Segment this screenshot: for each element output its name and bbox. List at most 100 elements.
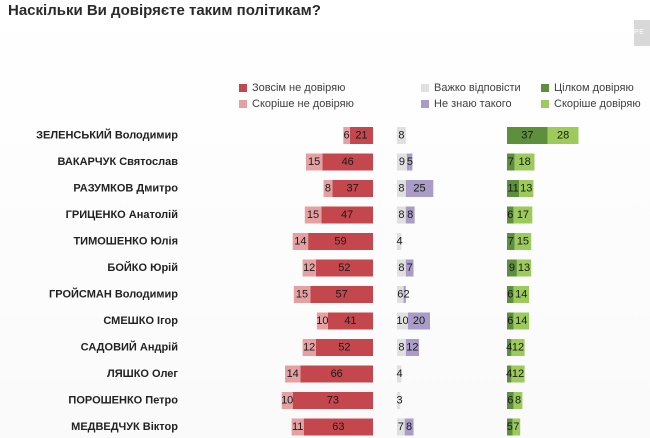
data-label-trust-rather: 13 (518, 262, 530, 274)
bar-distrust-rather (302, 339, 316, 356)
bar-trust-rather (513, 206, 533, 224)
data-label-distrust-full: 21 (355, 130, 367, 142)
data-label-hard-to-say: 8 (398, 130, 404, 142)
data-label-unknown: 25 (413, 183, 425, 195)
bar-distrust-full (315, 259, 373, 277)
bar-trust-full (507, 365, 512, 383)
data-label-trust-full: 4 (506, 368, 512, 380)
bar-hard-to-say (397, 127, 406, 144)
legend-swatch (421, 100, 429, 108)
bar-trust-rather (511, 339, 525, 356)
data-label-distrust-full: 52 (338, 342, 350, 354)
data-label-trust-full: 9 (509, 262, 515, 274)
bar-trust-rather (511, 365, 525, 383)
data-label-trust-full: 6 (507, 289, 513, 301)
bar-distrust-full (303, 418, 373, 436)
legend-label: Важко відповісти (434, 82, 521, 94)
bar-unknown (405, 206, 415, 224)
legend-label: Скоріше не довіряю (252, 98, 354, 110)
bar-distrust-rather (305, 153, 323, 171)
data-label-trust-full: 6 (507, 209, 513, 221)
bar-trust-rather (514, 153, 535, 171)
legend-item-hard-to-say: Важко відповісти (421, 82, 521, 94)
legend-swatch (239, 100, 247, 108)
data-label-distrust-full: 59 (334, 236, 346, 248)
bar-hard-to-say (397, 286, 404, 303)
bar-trust-full (507, 233, 515, 250)
bar-hard-to-say (397, 153, 407, 171)
category-label: ВАКАРЧУК Святослав (58, 156, 179, 168)
bar-distrust-rather (323, 180, 333, 197)
data-label-distrust-full: 73 (327, 395, 339, 407)
bar-hard-to-say (397, 206, 406, 224)
data-label-trust-rather: 28 (557, 130, 569, 142)
bar-trust-rather (513, 312, 529, 330)
bar-hard-to-say (397, 392, 401, 409)
data-label-trust-rather: 7 (513, 421, 519, 433)
data-label-hard-to-say: 8 (398, 209, 404, 221)
bar-distrust-full (321, 206, 373, 224)
bar-unknown (405, 339, 419, 356)
data-label-distrust-full: 63 (332, 421, 344, 433)
legend-item-distrust-rather: Скоріше не довіряю (239, 98, 354, 110)
bar-distrust-full (310, 286, 373, 303)
data-label-trust-rather: 8 (515, 395, 521, 407)
bar-hard-to-say (397, 312, 408, 330)
data-label-trust-full: 5 (507, 421, 513, 433)
category-label: СМЕШКО Ігор (103, 315, 178, 327)
bar-trust-full (507, 418, 513, 436)
category-label: ТИМОШЕНКО Юлія (73, 236, 178, 248)
page-title: Наскільки Ви довіряєте таким політикам? (8, 2, 321, 19)
legend-label: Цілком довіряю (554, 82, 634, 94)
bar-distrust-rather (304, 206, 322, 224)
bar-trust-full (507, 259, 517, 277)
data-label-hard-to-say: 7 (398, 421, 404, 433)
data-label-distrust-rather: 14 (294, 236, 306, 248)
bar-hard-to-say (397, 365, 402, 383)
bar-trust-rather (519, 180, 534, 197)
bar-hard-to-say (397, 233, 402, 250)
data-label-distrust-rather: 10 (316, 315, 328, 327)
bar-trust-full (507, 286, 514, 303)
data-label-distrust-full: 57 (336, 289, 348, 301)
legend-item-distrust-full: Зовсім не довіряю (239, 82, 345, 94)
bar-distrust-full (349, 127, 373, 144)
bar-trust-full (507, 180, 520, 197)
data-label-distrust-rather: 14 (287, 368, 299, 380)
data-label-trust-rather: 12 (512, 342, 524, 354)
bar-trust-full (507, 153, 515, 171)
bar-trust-full (507, 392, 514, 409)
data-label-hard-to-say: 9 (399, 156, 405, 168)
bar-distrust-full (300, 365, 373, 383)
data-label-distrust-full: 66 (331, 368, 343, 380)
bar-distrust-full (315, 339, 373, 356)
data-label-distrust-rather: 10 (281, 395, 293, 407)
bar-trust-rather (516, 259, 532, 277)
bar-trust-full (507, 127, 548, 144)
bar-distrust-rather (281, 392, 293, 409)
category-label: ЛЯШКО Олег (107, 368, 178, 380)
bar-unknown (404, 418, 414, 436)
logo: PE (634, 20, 650, 46)
data-label-distrust-full: 52 (338, 262, 350, 274)
data-label-trust-rather: 14 (515, 315, 527, 327)
data-label-distrust-full: 37 (347, 183, 359, 195)
category-label: ГРОЙСМАН Володимир (49, 288, 178, 301)
data-label-hard-to-say: 8 (398, 262, 404, 274)
data-label-distrust-rather: 12 (303, 262, 315, 274)
data-label-trust-rather: 15 (517, 236, 529, 248)
legend-swatch (541, 100, 549, 108)
bar-unknown (405, 180, 434, 197)
bar-trust-rather (514, 233, 532, 250)
bar-distrust-rather (343, 127, 350, 144)
data-label-trust-full: 6 (507, 315, 513, 327)
category-label: ГРИЦЕНКО Анатолій (66, 209, 178, 221)
category-label: БОЙКО Юрій (107, 261, 178, 274)
data-label-hard-to-say: 3 (396, 395, 402, 407)
category-label: САДОВИЙ Андрій (81, 341, 178, 354)
legend-label: Скоріше довіряю (554, 98, 641, 110)
bar-distrust-full (327, 312, 373, 330)
bar-trust-rather (547, 127, 579, 144)
bar-trust-full (507, 312, 514, 330)
